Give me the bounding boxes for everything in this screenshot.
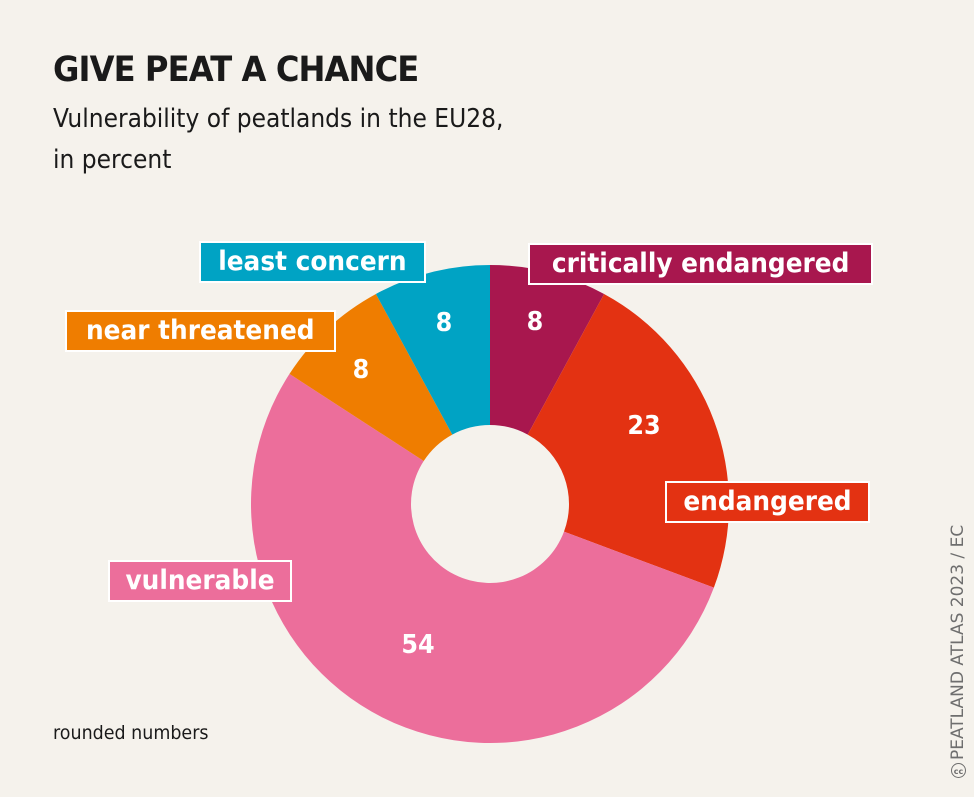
chart-title: GIVE PEAT A CHANCE bbox=[53, 50, 419, 90]
category-label-vulnerable: vulnerable bbox=[108, 560, 293, 602]
value-label-critically-endangered: 8 bbox=[526, 307, 544, 337]
category-label-text: critically endangered bbox=[551, 248, 850, 279]
category-label-endangered: endangered bbox=[665, 481, 870, 523]
category-label-near-threatened: near threatened bbox=[65, 310, 336, 352]
value-label-endangered: 23 bbox=[627, 411, 661, 441]
subtitle-line-1: Vulnerability of peatlands in the EU28, bbox=[53, 104, 504, 134]
chart-subtitle: Vulnerability of peatlands in the EU28, … bbox=[53, 99, 503, 181]
category-label-text: near threatened bbox=[85, 315, 315, 346]
value-label-vulnerable: 54 bbox=[401, 630, 435, 660]
category-label-text: least concern bbox=[218, 246, 407, 277]
slice-least-concern bbox=[375, 265, 490, 435]
slice-vulnerable bbox=[250, 373, 714, 744]
slice-critically-endangered bbox=[490, 265, 605, 435]
value-label-least-concern: 8 bbox=[435, 308, 453, 338]
value-label-near-threatened: 8 bbox=[352, 355, 370, 385]
credit: cc PEATLAND ATLAS 2023 / EC bbox=[948, 525, 968, 778]
category-label-text: endangered bbox=[683, 486, 852, 517]
category-label-least-concern: least concern bbox=[199, 241, 426, 283]
subtitle-line-2: in percent bbox=[53, 145, 172, 175]
cc-icon: cc bbox=[950, 763, 966, 778]
credit-text: PEATLAND ATLAS 2023 / EC bbox=[948, 524, 968, 760]
category-label-text: vulnerable bbox=[125, 565, 275, 596]
footnote: rounded numbers bbox=[53, 722, 209, 744]
category-label-critically-endangered: critically endangered bbox=[528, 243, 874, 285]
